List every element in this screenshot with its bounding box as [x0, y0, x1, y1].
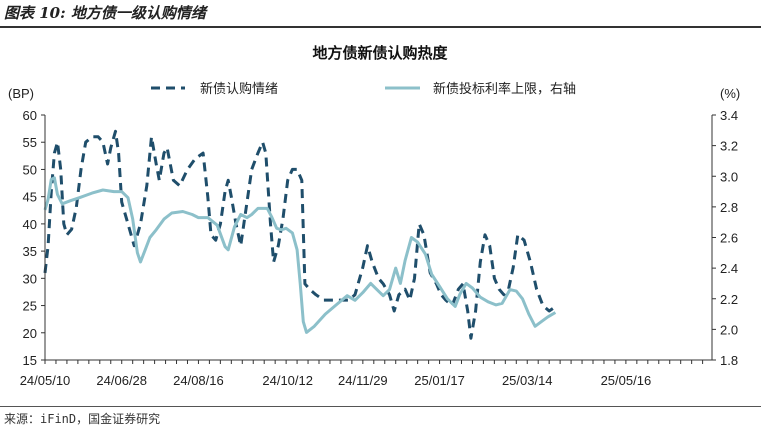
x-tick-label: 25/05/16: [601, 373, 652, 388]
legend-label-sentiment: 新债认购情绪: [200, 81, 278, 97]
left-tick-label: 60: [23, 108, 37, 123]
series-line-rate-cap: [43, 176, 557, 334]
right-tick-label: 1.8: [720, 353, 738, 368]
right-tick-label: 3.4: [720, 108, 738, 123]
x-tick-label: 24/05/10: [20, 373, 71, 388]
left-tick-label: 35: [23, 244, 37, 259]
line-chart: 地方债新债认购热度 新债认购情绪 新债投标利率上限，右轴 (BP) (%) 15…: [8, 44, 740, 388]
x-tick-label: 25/01/17: [414, 373, 465, 388]
chart-title: 地方债新债认购热度: [312, 44, 448, 62]
series-line-sentiment: [43, 129, 558, 340]
right-tick-label: 3.0: [720, 169, 738, 184]
left-tick-label: 20: [23, 326, 37, 341]
right-axis: 1.8 2.0 2.2 2.4 2.6 2.8 3.0 3.2 3.4: [712, 108, 738, 368]
source-note: 来源：iFinD，国金证券研究: [4, 412, 161, 426]
right-tick-label: 3.2: [720, 139, 738, 154]
x-tick-label: 24/10/12: [262, 373, 313, 388]
left-axis: 15 20 25 30 35 40 45 50 55 60: [23, 108, 45, 368]
source-divider: [0, 406, 761, 407]
legend-label-rate-cap: 新债投标利率上限，右轴: [433, 81, 576, 97]
right-tick-label: 2.8: [720, 200, 738, 215]
left-tick-label: 55: [23, 135, 37, 150]
right-tick-label: 2.0: [720, 322, 738, 337]
right-tick-label: 2.4: [720, 261, 738, 276]
x-tick-label: 24/08/16: [173, 373, 224, 388]
x-axis: 24/05/10 24/06/28 24/08/16 24/10/12 24/11/29…: [20, 360, 704, 388]
x-tick-label: 25/03/14: [502, 373, 553, 388]
caption-divider: [0, 26, 761, 28]
left-tick-label: 45: [23, 190, 37, 205]
left-tick-label: 30: [23, 271, 37, 286]
left-tick-label: 50: [23, 162, 37, 177]
left-tick-label: 25: [23, 299, 37, 314]
legend: 新债认购情绪 新债投标利率上限，右轴: [151, 81, 576, 97]
x-tick-label: 24/06/28: [96, 373, 147, 388]
left-axis-unit: (BP): [8, 86, 34, 101]
x-tick-label: 24/11/29: [338, 373, 388, 388]
left-tick-label: 15: [23, 353, 37, 368]
figure-caption: 图表 10: 地方债一级认购情绪: [4, 4, 206, 22]
series-layer: [43, 129, 558, 340]
right-axis-unit: (%): [720, 86, 740, 101]
right-tick-label: 2.2: [720, 292, 738, 307]
right-tick-label: 2.6: [720, 231, 738, 246]
left-tick-label: 40: [23, 217, 37, 232]
